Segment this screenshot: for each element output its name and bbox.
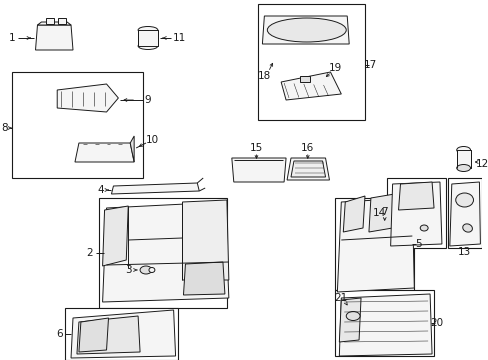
- Text: 7: 7: [381, 207, 387, 217]
- Polygon shape: [337, 198, 413, 292]
- Text: 19: 19: [328, 63, 341, 73]
- Text: 17: 17: [364, 60, 377, 70]
- Text: 3: 3: [124, 265, 131, 275]
- Polygon shape: [262, 16, 348, 44]
- Polygon shape: [449, 182, 479, 246]
- Polygon shape: [390, 182, 441, 246]
- Polygon shape: [79, 318, 108, 352]
- Polygon shape: [290, 161, 325, 177]
- Polygon shape: [57, 84, 118, 112]
- Bar: [258, 4, 364, 120]
- Polygon shape: [339, 294, 431, 356]
- Ellipse shape: [267, 18, 346, 42]
- Bar: [58, 18, 66, 24]
- Text: 18: 18: [257, 71, 270, 81]
- Text: 16: 16: [301, 143, 314, 153]
- Polygon shape: [111, 183, 199, 194]
- Ellipse shape: [138, 42, 158, 50]
- Ellipse shape: [456, 147, 469, 153]
- Ellipse shape: [346, 311, 359, 320]
- Bar: [299, 76, 309, 82]
- Ellipse shape: [140, 266, 152, 274]
- Bar: [447, 178, 481, 248]
- Bar: [138, 30, 158, 46]
- Text: 13: 13: [457, 247, 470, 257]
- Polygon shape: [130, 136, 134, 162]
- Polygon shape: [182, 200, 228, 280]
- Text: 12: 12: [475, 159, 488, 169]
- Polygon shape: [286, 158, 329, 180]
- Text: 1: 1: [8, 33, 15, 43]
- Bar: [12, 72, 143, 178]
- Text: 4: 4: [97, 185, 104, 195]
- Polygon shape: [102, 206, 128, 266]
- Text: 9: 9: [144, 95, 151, 105]
- Polygon shape: [368, 194, 394, 232]
- Bar: [99, 198, 226, 308]
- Ellipse shape: [462, 224, 471, 232]
- Ellipse shape: [149, 267, 155, 273]
- Text: 21: 21: [334, 293, 347, 303]
- Polygon shape: [38, 22, 71, 25]
- Bar: [335, 198, 413, 290]
- Polygon shape: [231, 158, 285, 182]
- Text: 6: 6: [56, 329, 62, 339]
- Polygon shape: [281, 72, 341, 100]
- Polygon shape: [75, 143, 134, 162]
- Text: 5: 5: [414, 239, 421, 249]
- Bar: [46, 18, 54, 24]
- Text: 15: 15: [249, 143, 263, 153]
- Text: 8: 8: [1, 123, 8, 133]
- Text: 10: 10: [145, 135, 158, 145]
- Ellipse shape: [138, 27, 158, 33]
- Polygon shape: [183, 262, 224, 295]
- Polygon shape: [36, 25, 73, 50]
- Ellipse shape: [456, 165, 469, 171]
- Bar: [335, 290, 433, 356]
- Ellipse shape: [419, 225, 427, 231]
- Ellipse shape: [455, 193, 472, 207]
- Bar: [65, 308, 177, 360]
- Text: 11: 11: [173, 33, 186, 43]
- Text: 2: 2: [86, 248, 93, 258]
- Polygon shape: [339, 298, 360, 342]
- Polygon shape: [343, 196, 364, 232]
- Polygon shape: [398, 182, 433, 210]
- Bar: [456, 150, 469, 168]
- Text: 14: 14: [372, 208, 386, 218]
- Polygon shape: [77, 316, 140, 354]
- Text: 20: 20: [429, 318, 443, 328]
- Bar: [386, 178, 445, 248]
- Polygon shape: [71, 310, 175, 358]
- Polygon shape: [102, 202, 228, 302]
